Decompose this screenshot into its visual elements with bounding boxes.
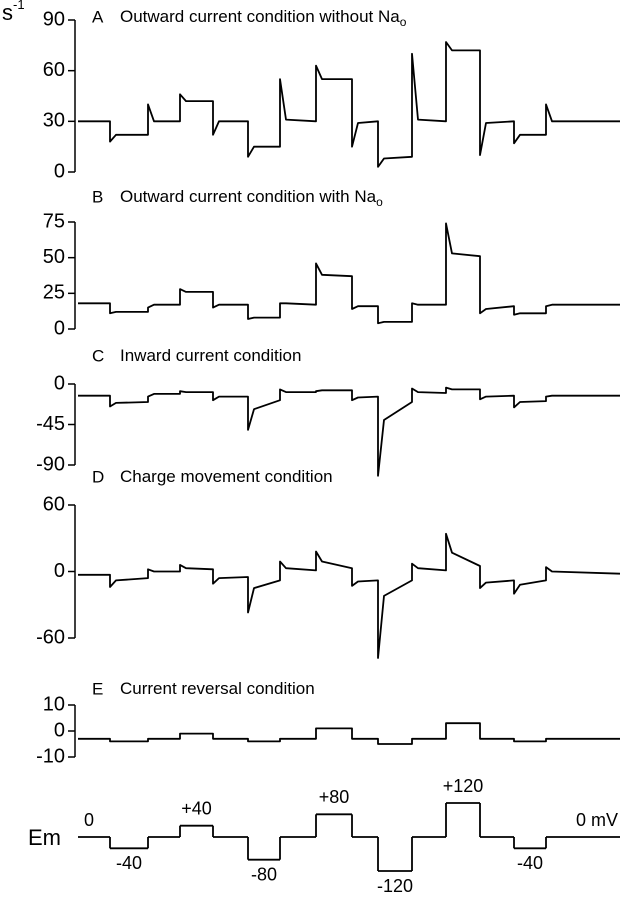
y-tick-label: 30 [43, 110, 65, 132]
y-tick-label: 50 [43, 246, 65, 268]
protocol-label: +80 [319, 787, 350, 807]
panel-title: Outward current condition with Nao [120, 187, 383, 209]
y-axis-label-text: s [2, 0, 13, 25]
y-tick-label: 90 [43, 8, 65, 30]
y-tick-label: -90 [36, 453, 65, 475]
panel-title-text: Outward current condition with Na [120, 187, 377, 206]
protocol-label: 0 [84, 810, 94, 830]
y-tick-label: 75 [43, 210, 65, 232]
trace [78, 532, 621, 659]
protocol-label: -40 [517, 853, 543, 873]
panel-title: Charge movement condition [120, 467, 333, 486]
y-tick-label: 0 [54, 560, 65, 582]
panel-title-text: Inward current condition [120, 346, 301, 365]
y-tick-label: 0 [54, 372, 65, 394]
panel-title-subscript: o [376, 195, 383, 209]
y-axis-label: s-1 [2, 0, 25, 25]
panel-letter: D [92, 467, 104, 486]
protocol-label: -120 [377, 876, 413, 896]
panel-title: Inward current condition [120, 346, 301, 365]
y-axis-label-superscript: -1 [13, 0, 25, 12]
panel-title-subscript: o [400, 15, 407, 29]
protocol-label: +120 [443, 776, 484, 796]
panel-letter: B [92, 187, 103, 206]
protocol-label: -40 [116, 853, 142, 873]
panel-letter: A [92, 7, 104, 26]
y-tick-label: -60 [36, 626, 65, 648]
y-tick-label: -10 [36, 745, 65, 767]
y-axis-label: Em [28, 825, 61, 850]
protocol-label: +40 [181, 798, 212, 818]
y-tick-label: 60 [43, 493, 65, 515]
protocol-label: 0 mV [576, 810, 618, 830]
panel-title: Outward current condition without Nao [120, 7, 407, 29]
panel-title-text: Current reversal condition [120, 679, 315, 698]
panel-title-text: Charge movement condition [120, 467, 333, 486]
panel-title: Current reversal condition [120, 679, 315, 698]
trace [78, 722, 620, 745]
panel-title-text: Outward current condition without Na [120, 7, 400, 26]
panel-letter: C [92, 346, 104, 365]
trace [78, 386, 620, 477]
y-tick-label: 0 [54, 317, 65, 339]
y-tick-label: -45 [36, 413, 65, 435]
trace [78, 222, 620, 325]
y-tick-label: 10 [43, 693, 65, 715]
y-tick-label: 0 [54, 719, 65, 741]
y-tick-label: 25 [43, 282, 65, 304]
protocol-label: -80 [251, 864, 277, 884]
trace [78, 41, 620, 168]
panel-letter: E [92, 679, 103, 698]
y-tick-label: 0 [54, 160, 65, 182]
y-tick-label: 60 [43, 59, 65, 81]
